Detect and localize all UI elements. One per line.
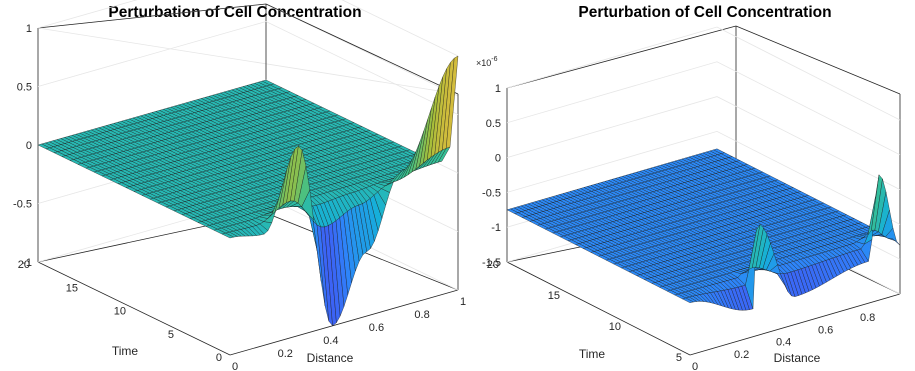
x-tick-label: 0.6: [818, 324, 833, 336]
right-exponent-base: ×10: [476, 58, 491, 68]
z-tick-label: 0.5: [486, 118, 501, 130]
right-top-back-edge: [506, 25, 737, 89]
left-subplot: Perturbation of Cell Concentration -1 -0.…: [13, 0, 466, 371]
z-grid-line: [37, 0, 459, 57]
left-floor-distance-edge: [229, 289, 459, 356]
left-top-right-edge: [265, 3, 459, 95]
y-tick-label: 15: [66, 282, 78, 294]
x-tick-label: 0: [692, 361, 698, 371]
x-tick-label: 1: [460, 296, 466, 308]
right-floor-distance-edge: [689, 293, 901, 356]
z-tick-label: -1.5: [482, 257, 501, 269]
x-tick-label: 0.4: [323, 335, 338, 347]
z-grid-line: [506, 26, 901, 121]
y-tick-label: 0: [216, 352, 222, 364]
right-xlabel: Distance: [774, 351, 821, 365]
right-surface: [506, 148, 901, 311]
y-tick-label: 20: [18, 259, 30, 271]
right-floor-time-edge: [506, 261, 691, 356]
z-grid-line: [37, 21, 459, 115]
z-tick-label: 0.5: [17, 82, 32, 94]
y-tick-label: 5: [168, 329, 174, 341]
z-tick-label: 0: [495, 153, 501, 165]
right-top-right-edge: [735, 25, 901, 95]
right-ylabel: Time: [579, 347, 606, 361]
left-title: Perturbation of Cell Concentration: [108, 4, 361, 21]
z-tick-label: 0: [26, 140, 32, 152]
z-tick-label: -1: [491, 222, 501, 234]
x-tick-label: 0.6: [369, 322, 384, 334]
right-exponent-label: ×10-6: [476, 56, 498, 68]
z-grid-line: [506, 61, 901, 156]
x-tick-label: 0.4: [776, 337, 791, 349]
y-tick-label: 15: [548, 290, 560, 302]
x-tick-label: 0.2: [734, 349, 749, 361]
left-floor-time-edge: [37, 261, 231, 356]
left-ylabel: Time: [112, 344, 139, 358]
left-xlabel: Distance: [307, 351, 354, 365]
y-tick-label: 5: [676, 352, 682, 364]
z-grid-line: [506, 130, 901, 225]
y-tick-label: 20: [487, 259, 499, 271]
z-tick-label: -0.5: [482, 187, 501, 199]
surface-patch: [888, 238, 901, 246]
y-tick-label: 10: [609, 321, 621, 333]
left-surface: [37, 55, 459, 327]
z-grid-line: [506, 96, 901, 190]
right-title: Perturbation of Cell Concentration: [578, 4, 831, 21]
left-top-back-edge: [37, 3, 267, 29]
x-tick-label: 0.8: [414, 309, 429, 321]
x-tick-label: 0.2: [278, 348, 293, 360]
z-tick-label: -0.5: [13, 199, 32, 211]
x-tick-label: 0: [232, 361, 238, 371]
surface-patch: [446, 55, 459, 149]
right-exponent-value: -6: [491, 56, 497, 63]
right-subplot: Perturbation of Cell Concentration ×10-6…: [476, 4, 901, 371]
z-tick-label: 1: [495, 83, 501, 95]
z-tick-label: 1: [26, 23, 32, 35]
y-tick-label: 10: [114, 306, 126, 318]
z-tick-label: -1: [22, 257, 32, 269]
x-tick-label: 0.8: [860, 312, 875, 324]
